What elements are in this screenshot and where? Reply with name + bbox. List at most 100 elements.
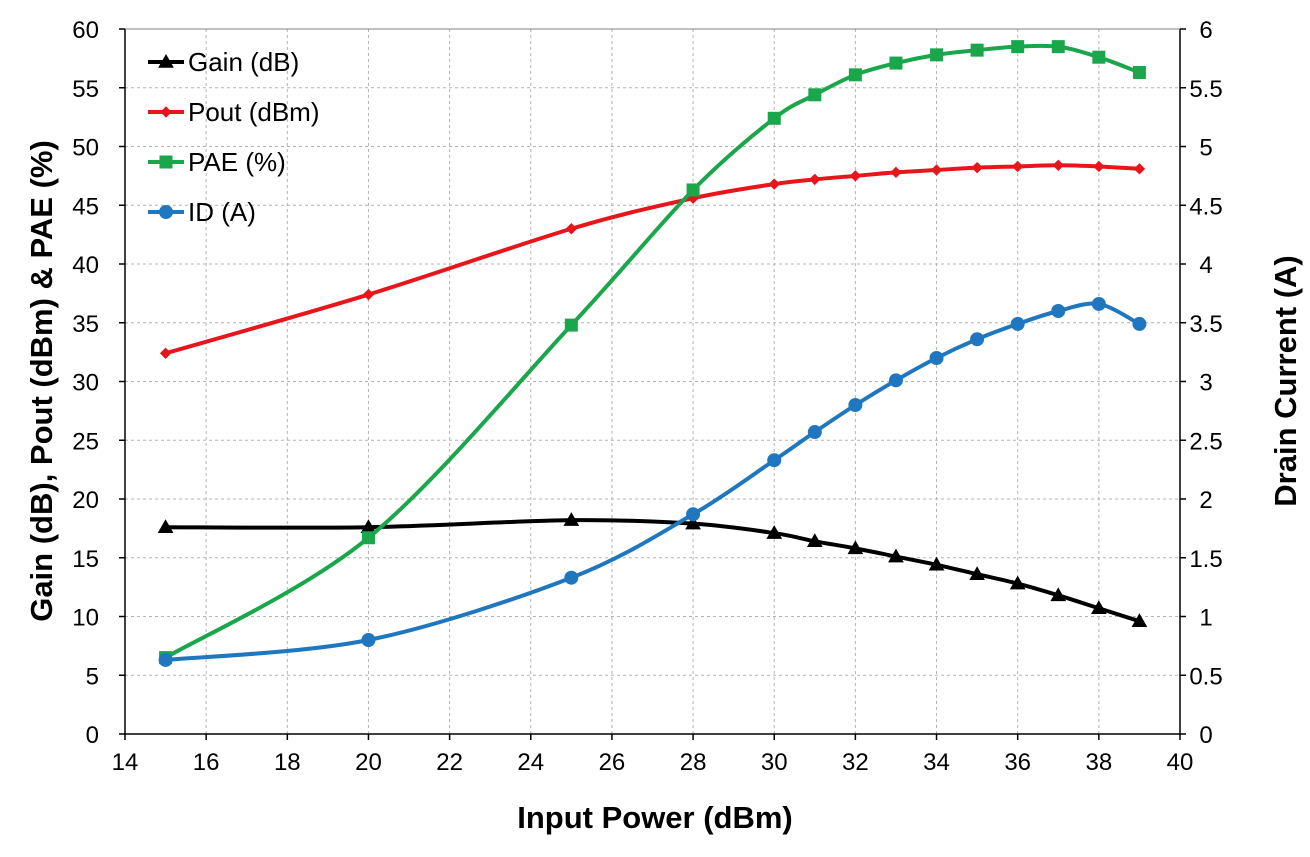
data-point-gain-db xyxy=(1131,613,1148,627)
series-layer xyxy=(157,40,1148,667)
data-point-pae xyxy=(1051,40,1065,54)
data-point-id-a xyxy=(1051,304,1066,318)
y-tick-label: 10 xyxy=(72,605,99,632)
series-line-gain-db xyxy=(163,518,1142,624)
y2-tick-label: 0.5 xyxy=(1189,663,1222,690)
data-point-pae xyxy=(808,88,822,102)
data-point-gain-db xyxy=(969,566,985,580)
y2-tick-label: 4 xyxy=(1199,252,1212,279)
y-tick-label: 5 xyxy=(86,663,99,690)
y-tick-label: 55 xyxy=(72,76,99,103)
y-tick-label: 40 xyxy=(72,252,99,279)
data-point-pout-dbm xyxy=(362,288,375,301)
data-point-pae xyxy=(930,48,944,62)
data-point-pout-dbm xyxy=(1093,160,1105,173)
y2-axis-title: Drain Current (A) xyxy=(1268,255,1303,506)
y2-tick-label: 3.5 xyxy=(1189,311,1222,338)
legend-label: PAE (%) xyxy=(188,147,286,177)
data-point-pae xyxy=(1092,50,1106,64)
data-point-id-a xyxy=(888,373,903,388)
data-point-gain-db xyxy=(1009,575,1026,590)
x-tick-label: 24 xyxy=(517,749,544,776)
x-tick-label: 16 xyxy=(193,749,220,776)
data-point-pout-dbm xyxy=(890,166,902,179)
data-point-pout-dbm xyxy=(1052,159,1064,172)
data-point-gain-db xyxy=(563,512,580,526)
legend-entry-pout-dbm: Pout (dBm) xyxy=(148,97,320,127)
data-point-id-a xyxy=(970,332,985,347)
y-tick-label: 45 xyxy=(72,193,99,220)
legend-entry-gain-db: Gain (dB) xyxy=(148,47,299,77)
y2-tick-label: 1.5 xyxy=(1189,546,1222,573)
data-point-id-a xyxy=(686,507,701,522)
legend-swatch-marker xyxy=(159,155,173,169)
data-point-gain-db xyxy=(888,548,904,563)
data-point-id-a xyxy=(564,570,579,585)
x-tick-label: 20 xyxy=(355,749,382,776)
y2-tick-label: 4.5 xyxy=(1189,193,1222,220)
y-tick-label: 60 xyxy=(72,17,99,44)
data-point-gain-db xyxy=(806,533,823,548)
y-tick-label: 0 xyxy=(86,722,99,749)
grid-layer xyxy=(125,28,1180,734)
y2-tick-label: 1 xyxy=(1199,605,1212,632)
axes-layer: 14 16 18 20 22 24 26 28 30 32 34 36 38 40051015202530… xyxy=(72,17,1222,776)
x-axis-title: Input Power (dBm) xyxy=(517,800,793,835)
data-point-pout-dbm xyxy=(768,178,780,190)
y2-tick-label: 5 xyxy=(1199,135,1212,162)
data-point-gain-db xyxy=(766,525,783,539)
x-tick-label: 14 xyxy=(112,749,139,776)
x-tick-label: 26 xyxy=(599,749,626,776)
y-tick-label: 30 xyxy=(72,370,99,397)
y-tick-label: 20 xyxy=(72,487,99,514)
data-point-id-a xyxy=(1132,316,1147,331)
data-point-gain-db xyxy=(685,515,701,530)
data-point-pout-dbm xyxy=(1133,163,1146,175)
x-tick-label: 18 xyxy=(274,749,301,776)
legend-label: Pout (dBm) xyxy=(188,97,320,127)
data-point-pae xyxy=(889,56,903,70)
legend-label: Gain (dB) xyxy=(188,47,299,77)
x-tick-label: 30 xyxy=(761,749,788,776)
y2-tick-label: 5.5 xyxy=(1189,76,1222,103)
data-point-pae xyxy=(1011,40,1025,54)
y2-tick-label: 3 xyxy=(1199,370,1212,397)
y-tick-label: 15 xyxy=(72,546,99,573)
data-point-id-a xyxy=(848,398,863,412)
data-point-gain-db xyxy=(928,556,945,571)
y-axis-title: Gain (dB), Pout (dBm) & PAE (%) xyxy=(24,140,59,622)
data-point-pout-dbm xyxy=(1011,160,1024,173)
y2-tick-label: 0 xyxy=(1199,722,1212,749)
x-tick-label: 34 xyxy=(923,749,950,776)
x-tick-label: 36 xyxy=(1004,749,1031,776)
data-point-pae xyxy=(564,318,578,332)
x-tick-label: 32 xyxy=(842,749,869,776)
data-point-gain-db xyxy=(847,540,864,555)
legend-entry-pae: PAE (%) xyxy=(148,147,286,177)
data-point-pout-dbm xyxy=(930,164,943,176)
series-gain-db xyxy=(157,512,1148,627)
legend-swatch-marker xyxy=(158,53,174,68)
x-tick-label: 28 xyxy=(680,749,707,776)
data-point-gain-db xyxy=(1090,600,1107,615)
y2-tick-label: 2 xyxy=(1199,487,1212,514)
data-point-pout-dbm xyxy=(849,170,862,182)
data-point-pae xyxy=(686,183,700,197)
data-point-pout-dbm xyxy=(809,173,821,186)
data-point-id-a xyxy=(1010,316,1025,331)
data-point-id-a xyxy=(767,453,782,468)
series-id-a xyxy=(158,296,1147,667)
data-point-pae xyxy=(767,111,781,125)
y-tick-label: 50 xyxy=(72,135,99,162)
data-point-pae xyxy=(848,68,862,82)
series-line-pout-dbm xyxy=(163,163,1142,356)
y2-tick-label: 2.5 xyxy=(1189,428,1222,455)
data-point-gain-db xyxy=(157,519,174,533)
legend-label: ID (A) xyxy=(188,197,256,227)
legend-entry-id-a: ID (A) xyxy=(148,197,256,227)
data-point-id-a xyxy=(807,425,822,440)
series-pae xyxy=(159,40,1146,665)
data-point-id-a xyxy=(361,633,376,647)
